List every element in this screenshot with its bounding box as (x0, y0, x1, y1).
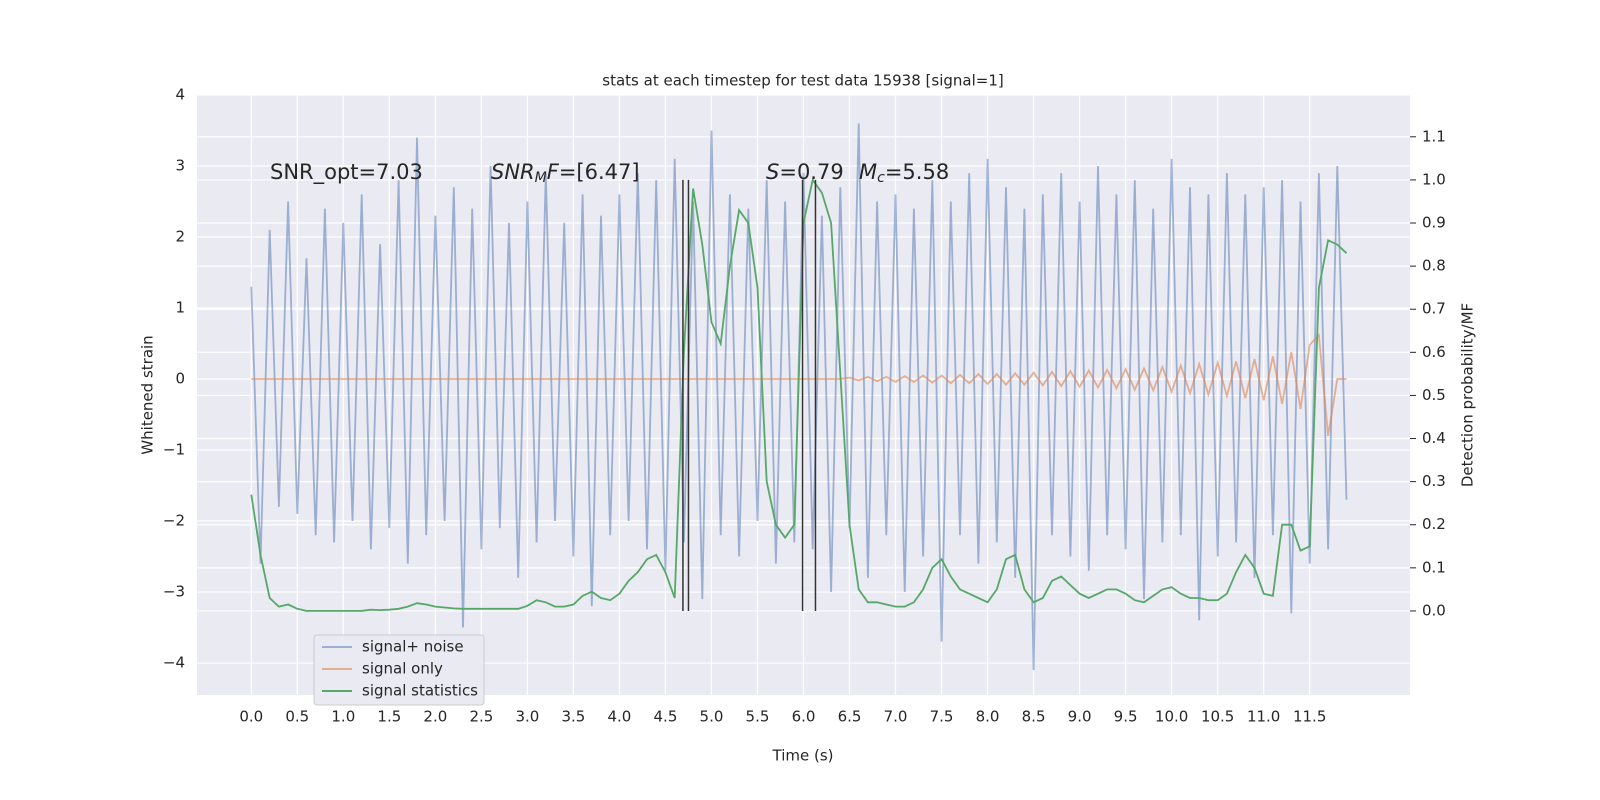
annotation-part: c (877, 170, 885, 186)
x-tick-label: 8.5 (1022, 708, 1046, 726)
y2-axis-label: Detection probability/MF (1459, 303, 1477, 487)
y-tick-label: −4 (163, 654, 185, 672)
x-tick-label: 5.0 (700, 708, 724, 726)
legend-box (313, 634, 485, 706)
legend-label: signal statistics (362, 682, 478, 700)
y-tick-label: −1 (163, 441, 185, 459)
y2-tick-label: 0.3 (1422, 472, 1446, 490)
y-tick-label: −3 (163, 583, 185, 601)
y2-tick-label: 0.0 (1422, 601, 1446, 619)
y2-tick-label: 0.9 (1422, 214, 1446, 232)
y-tick-label: −2 (163, 512, 185, 530)
annotation-part: M (859, 160, 877, 184)
y-tick-label: 4 (175, 86, 185, 104)
x-tick-label: 3.0 (515, 708, 539, 726)
x-tick-label: 10.0 (1155, 708, 1188, 726)
y-tick-label: 3 (175, 157, 185, 175)
y2-tick-label: 1.0 (1422, 170, 1446, 188)
annotation-part: SNR_opt=7.03 (270, 160, 423, 185)
annotation: S=0.79 (766, 160, 844, 184)
x-tick-label: 4.5 (654, 708, 678, 726)
x-tick-label: 11.5 (1293, 708, 1326, 726)
annotation-part: SNR (491, 160, 535, 184)
x-tick-label: 0.0 (239, 708, 263, 726)
x-tick-label: 1.0 (331, 708, 355, 726)
x-tick-label: 9.5 (1114, 708, 1138, 726)
annotation-part: =[6.47] (559, 160, 640, 184)
series-line (250, 177, 1348, 612)
y2-tick-label: 0.5 (1422, 386, 1446, 404)
y2-tick-label: 0.7 (1422, 300, 1446, 318)
x-tick-label: 8.0 (976, 708, 1000, 726)
x-tick-label: 6.0 (792, 708, 816, 726)
x-tick-label: 4.0 (608, 708, 632, 726)
x-axis-label: Time (s) (772, 747, 834, 765)
chart-title: stats at each timestep for test data 159… (602, 72, 1003, 90)
annotation-part: =5.58 (885, 160, 949, 184)
y-tick-label: 0 (175, 370, 185, 388)
annotation: SNRMF=[6.47] (491, 160, 640, 186)
x-tick-label: 1.5 (377, 708, 401, 726)
x-tick-label: 7.5 (930, 708, 954, 726)
x-tick-label: 2.0 (423, 708, 447, 726)
x-tick-label: 9.0 (1068, 708, 1092, 726)
y2-tick-label: 0.4 (1422, 429, 1446, 447)
annotation: Mc=5.58 (859, 160, 949, 186)
x-tick-label: 10.5 (1201, 708, 1234, 726)
legend-label: signal only (362, 660, 443, 678)
annotation-part: S (766, 160, 779, 184)
x-tick-label: 0.5 (285, 708, 309, 726)
y2-tick-label: 0.2 (1422, 515, 1446, 533)
y-tick-label: 2 (175, 228, 185, 246)
annotation: SNR_opt=7.03 (270, 160, 423, 185)
x-tick-label: 3.5 (561, 708, 585, 726)
annotation-part: M (535, 170, 547, 186)
y-axis-label: Whitened strain (139, 335, 157, 454)
y2-tick-label: 0.8 (1422, 257, 1446, 275)
x-tick-label: 5.5 (746, 708, 770, 726)
annotation-part: =0.79 (779, 160, 843, 184)
y2-tick-label: 0.1 (1422, 558, 1446, 576)
x-tick-label: 7.0 (884, 708, 908, 726)
legend-label: signal+ noise (362, 638, 464, 656)
x-tick-label: 2.5 (469, 708, 493, 726)
y-tick-label: 1 (175, 299, 185, 317)
x-tick-label: 6.5 (838, 708, 862, 726)
x-tick-label: 11.0 (1247, 708, 1280, 726)
annotation-part: F (547, 160, 560, 184)
y2-tick-label: 0.6 (1422, 343, 1446, 361)
y2-tick-label: 1.1 (1422, 127, 1446, 145)
